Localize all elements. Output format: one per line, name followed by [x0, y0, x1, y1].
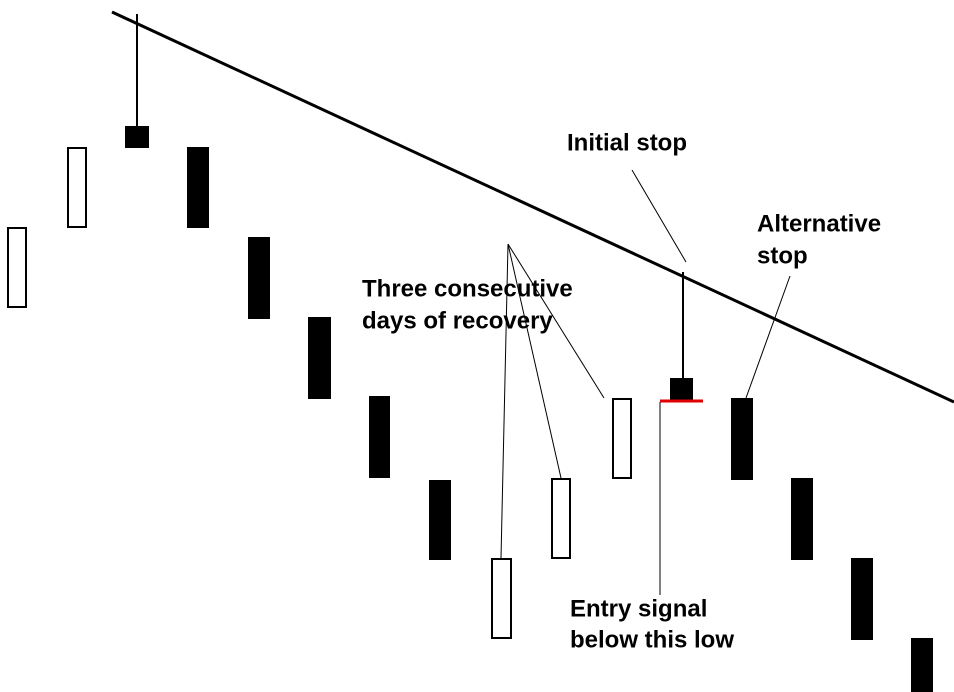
pointer	[507, 243, 562, 479]
label: Initial stop	[567, 129, 687, 156]
pointer	[745, 275, 791, 399]
candle	[308, 317, 331, 399]
candle	[911, 638, 933, 692]
candle	[731, 398, 753, 480]
trendline	[111, 10, 954, 404]
pointer	[507, 243, 605, 399]
candle	[187, 147, 209, 228]
label: Three consecutive	[362, 275, 573, 302]
candle	[551, 478, 571, 559]
candle	[670, 378, 693, 400]
pointer	[500, 243, 509, 559]
label: below this low	[570, 626, 734, 653]
candle	[369, 396, 390, 478]
candle	[7, 227, 27, 308]
pointer	[631, 169, 687, 263]
candle	[612, 398, 632, 479]
candle	[67, 147, 87, 228]
candle	[851, 558, 873, 640]
candle	[791, 478, 813, 560]
label: stop	[757, 242, 808, 269]
candle	[429, 480, 451, 560]
label: Alternative	[757, 210, 881, 237]
candle	[491, 558, 512, 639]
label: days of recovery	[362, 307, 553, 334]
label: Entry signal	[570, 595, 707, 622]
candle	[248, 237, 270, 319]
candle	[125, 126, 149, 148]
